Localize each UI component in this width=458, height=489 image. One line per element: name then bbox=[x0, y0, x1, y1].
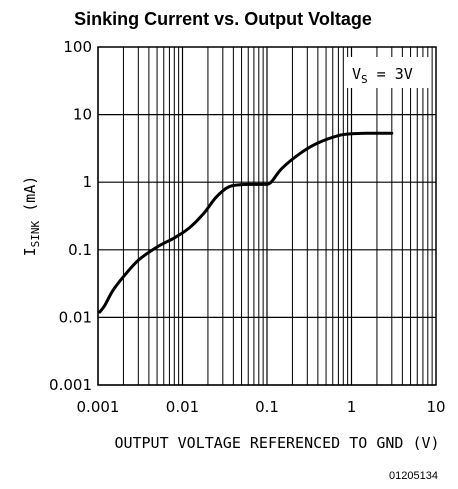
figure-id: 01205134 bbox=[389, 470, 438, 482]
x-tick-label: 10 bbox=[426, 398, 445, 416]
x-tick-label: 0.01 bbox=[166, 398, 199, 416]
y-tick-label: 0.1 bbox=[68, 241, 92, 259]
chart-title: Sinking Current vs. Output Voltage bbox=[74, 9, 372, 29]
x-tick-labels: 0.001 0.01 0.1 1 10 bbox=[77, 398, 446, 416]
y-tick-label: 1 bbox=[82, 173, 92, 191]
y-tick-label: 0.01 bbox=[59, 308, 92, 326]
y-tick-labels: 0.001 0.01 0.1 1 10 100 bbox=[49, 38, 92, 394]
grid bbox=[97, 47, 436, 386]
plot-frame bbox=[97, 46, 437, 386]
x-tick-label: 0.001 bbox=[77, 398, 120, 416]
x-tick-label: 1 bbox=[347, 398, 357, 416]
series-line bbox=[98, 131, 394, 314]
y-axis-label: ISINK (mA) bbox=[21, 176, 42, 257]
y-tick-label: 10 bbox=[73, 106, 92, 124]
annotation-box: VS = 3V bbox=[345, 57, 431, 88]
annotation-text: VS = 3V bbox=[352, 65, 413, 86]
y-tick-label: 0.001 bbox=[49, 376, 92, 394]
x-axis-label: OUTPUT VOLTAGE REFERENCED TO GND (V) bbox=[114, 434, 439, 452]
y-tick-label: 100 bbox=[63, 38, 92, 56]
x-tick-label: 0.1 bbox=[255, 398, 279, 416]
